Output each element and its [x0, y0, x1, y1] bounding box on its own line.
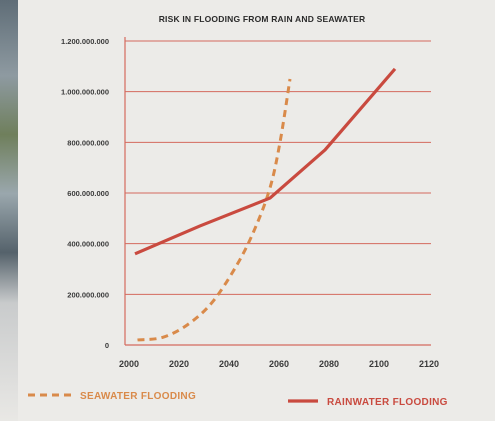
background-photo-edge	[0, 0, 18, 421]
x-tick-label: 2020	[169, 359, 189, 369]
legend-rainwater-label: RAINWATER FLOODING	[327, 397, 448, 408]
rainwater-flooding-line	[134, 67, 397, 256]
legend-seawater-label: SEAWATER FLOODING	[80, 391, 196, 402]
x-axis-tick-labels: 2000 2020 2040 2060 2080 2100 2120	[119, 359, 439, 369]
gridlines	[125, 40, 431, 295]
data-series	[134, 67, 397, 342]
x-tick-label: 2000	[119, 359, 139, 369]
x-tick-label: 2120	[419, 359, 439, 369]
y-tick-label: 0	[105, 341, 109, 350]
x-tick-label: 2040	[219, 359, 239, 369]
x-tick-label: 2080	[319, 359, 339, 369]
y-tick-label: 200.000.000	[67, 290, 109, 299]
y-tick-label: 800.000.000	[67, 138, 109, 147]
seawater-flooding-line	[137, 78, 292, 342]
axes	[124, 37, 431, 346]
y-tick-label: 1.200.000.000	[61, 37, 109, 46]
x-tick-label: 2060	[269, 359, 289, 369]
legend: SEAWATER FLOODING RAINWATER FLOODING	[28, 391, 448, 408]
chart-title: RISK IN FLOODING FROM RAIN AND SEAWATER	[159, 14, 366, 24]
y-tick-label: 600.000.000	[67, 189, 109, 198]
x-tick-label: 2100	[369, 359, 389, 369]
y-tick-label: 1.000.000.000	[61, 88, 109, 97]
chart-page	[18, 0, 495, 421]
y-axis-tick-labels: 0 200.000.000 400.000.000 600.000.000 800.00…	[61, 37, 109, 350]
y-tick-label: 400.000.000	[67, 240, 109, 249]
